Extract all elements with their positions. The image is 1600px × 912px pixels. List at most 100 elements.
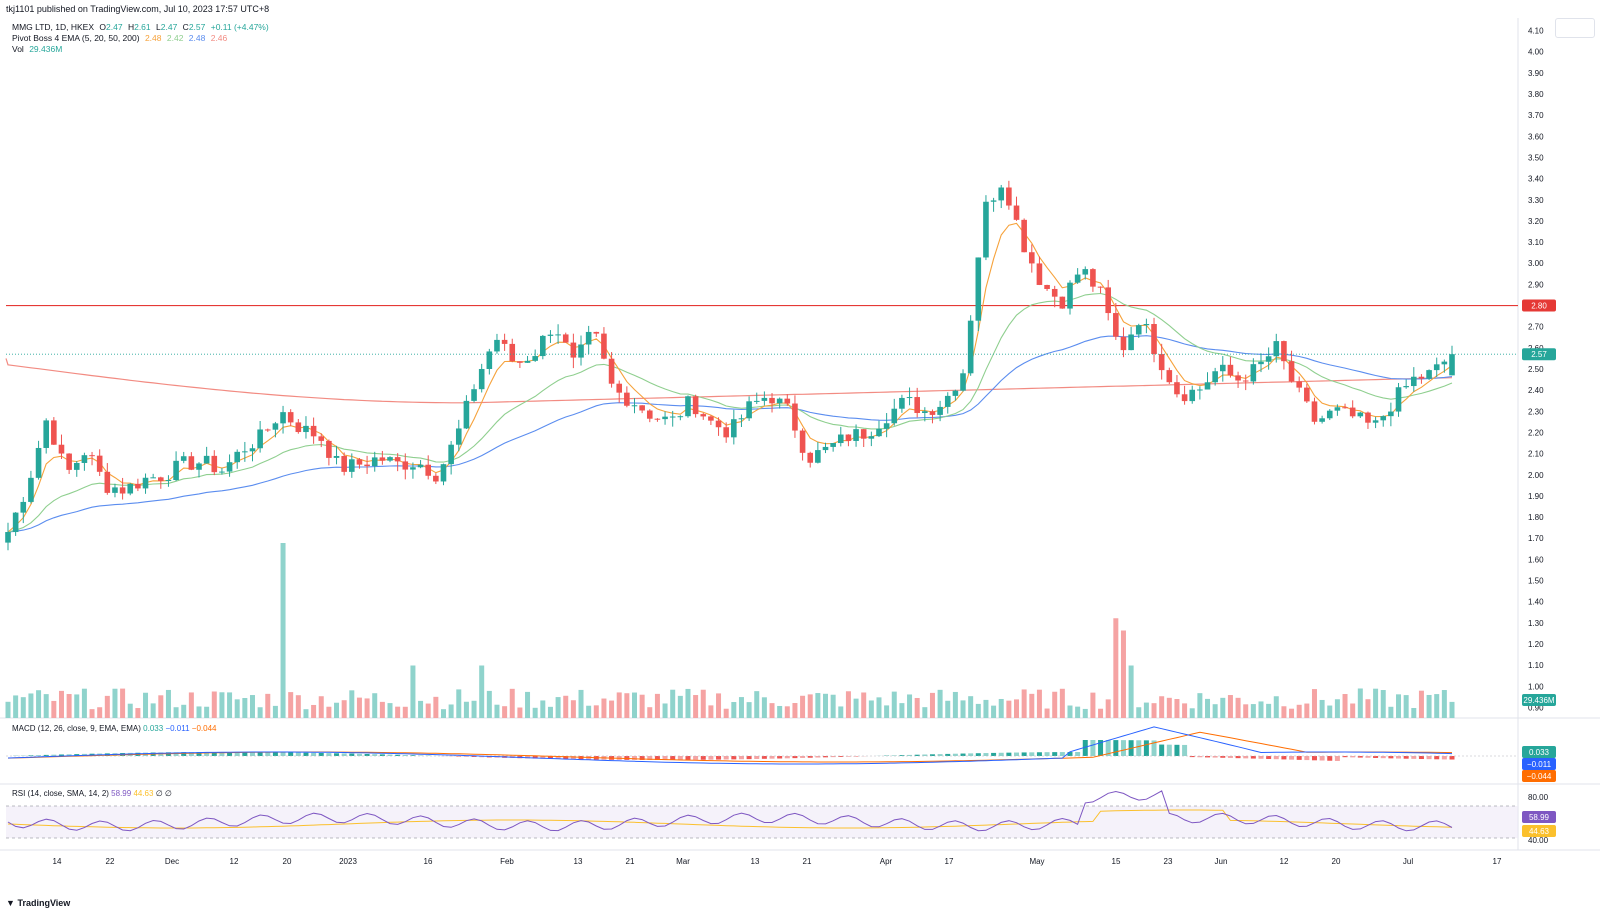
- volume-tag: 29.436M: [1523, 696, 1554, 705]
- macd-histogram-bar: [738, 756, 744, 760]
- macd-histogram-bar: [937, 754, 943, 756]
- candle-body: [180, 456, 187, 461]
- macd-histogram-bar: [28, 755, 34, 756]
- candle-body: [158, 477, 164, 481]
- candle-body: [517, 361, 523, 363]
- macd-histogram-bar: [1281, 756, 1287, 760]
- macd-histogram-bar: [334, 753, 340, 756]
- price-tick-label: 1.90: [1528, 492, 1544, 501]
- macd-histogram-bar: [1441, 756, 1447, 760]
- price-tick-label: 2.10: [1528, 450, 1544, 459]
- volume-label[interactable]: Vol: [12, 44, 24, 54]
- ema20-value: 2.42: [166, 33, 184, 43]
- volume-bar: [1227, 695, 1233, 718]
- rsi-legend: RSI (14, close, SMA, 14, 2) 58.99 44.63 …: [12, 789, 172, 798]
- price-tick-label: 1.50: [1528, 577, 1544, 586]
- price-tick-label: 1.10: [1528, 661, 1544, 670]
- macd-histogram-bar: [1197, 756, 1203, 758]
- candle-body: [998, 187, 1005, 201]
- candle-body: [868, 436, 875, 439]
- candle-body: [1105, 287, 1111, 314]
- candle-body: [1380, 416, 1387, 421]
- candle-body: [280, 412, 286, 424]
- candle-body: [876, 428, 882, 437]
- candle-body: [815, 450, 821, 463]
- macd-histogram-bar: [387, 754, 393, 756]
- volume-bar: [525, 691, 531, 718]
- volume-bar: [570, 700, 576, 718]
- candle-body: [96, 455, 103, 472]
- macd-histogram-bar: [823, 756, 829, 758]
- candle-body: [1388, 411, 1394, 417]
- candle-body: [1342, 407, 1348, 409]
- ema5-line: [7, 222, 1453, 533]
- candle-body: [1166, 370, 1173, 383]
- macd-histogram-bar: [181, 752, 187, 756]
- price-tick-label: 3.00: [1528, 259, 1544, 268]
- candle-body: [501, 339, 508, 344]
- macd-histogram-bar: [51, 754, 57, 756]
- volume-bar: [1220, 697, 1226, 718]
- volume-bar: [555, 697, 561, 718]
- candle-body: [1349, 407, 1356, 417]
- macd-histogram-bar: [670, 756, 676, 760]
- macd-label[interactable]: MACD (12, 26, close, 9, EMA, EMA): [12, 724, 141, 733]
- candle-body: [1082, 269, 1089, 275]
- volume-bar: [211, 691, 217, 718]
- macd-signal-tag-bg: [1522, 770, 1556, 782]
- macd-histogram-bar: [654, 756, 660, 760]
- publish-info: tkj1101 published on TradingView.com, Ju…: [6, 4, 270, 14]
- change-value: +0.11 (+4.47%): [210, 22, 269, 32]
- candle-body: [708, 416, 714, 421]
- macd-histogram-bar: [249, 752, 255, 756]
- macd-histogram-bar: [1059, 752, 1065, 756]
- close-label: C: [182, 22, 189, 32]
- macd-histogram-bar: [624, 756, 630, 760]
- volume-bar: [1006, 700, 1012, 718]
- chart-settings-button[interactable]: [1555, 18, 1595, 38]
- volume-bar: [738, 697, 744, 718]
- candle-body: [593, 331, 600, 334]
- macd-histogram-bar: [1403, 756, 1409, 759]
- macd-histogram-bar: [555, 756, 561, 760]
- candle-body: [1028, 252, 1035, 264]
- symbol-name[interactable]: MMG LTD, 1D, HKEX: [12, 22, 95, 32]
- volume-bar: [517, 707, 523, 718]
- volume-bar: [395, 706, 401, 718]
- candle-body: [769, 397, 775, 404]
- open-value: 2.47: [106, 22, 123, 32]
- macd-histogram-bar: [1014, 752, 1020, 756]
- volume-bar: [1075, 706, 1081, 718]
- ema-indicator-label[interactable]: Pivot Boss 4 EMA (5, 20, 50, 200): [12, 33, 140, 43]
- macd-histogram-bar: [173, 752, 179, 756]
- volume-bar: [1304, 703, 1310, 718]
- candle-body: [35, 447, 42, 478]
- volume-bar: [249, 695, 255, 718]
- rsi-axis-label: 80.00: [1528, 793, 1549, 802]
- resistance-price-tag-bg: [1522, 299, 1556, 312]
- price-tick-label: 0.90: [1528, 703, 1544, 712]
- time-axis-label: 13: [751, 857, 760, 866]
- candle-body: [1410, 376, 1417, 387]
- candle-body: [28, 477, 34, 502]
- volume-bar: [1182, 703, 1188, 718]
- volume-bar: [1411, 707, 1417, 718]
- macd-histogram-bar: [1396, 756, 1402, 759]
- candle-body: [922, 411, 928, 413]
- volume-bar: [471, 700, 477, 718]
- candle-body: [1090, 269, 1096, 287]
- candle-body: [715, 420, 722, 428]
- time-axis-label: 13: [574, 857, 583, 866]
- volume-bar: [929, 692, 935, 718]
- volume-bar: [1036, 689, 1042, 718]
- macd-histogram-bar: [677, 756, 683, 760]
- time-axis-label: 12: [1280, 857, 1289, 866]
- ema5-value: 2.48: [144, 33, 162, 43]
- rsi-label[interactable]: RSI (14, close, SMA, 14, 2): [12, 789, 109, 798]
- candle-body: [860, 429, 867, 439]
- price-tick-label: 2.00: [1528, 471, 1544, 480]
- volume-bar: [1319, 699, 1325, 718]
- volume-bar: [479, 665, 485, 718]
